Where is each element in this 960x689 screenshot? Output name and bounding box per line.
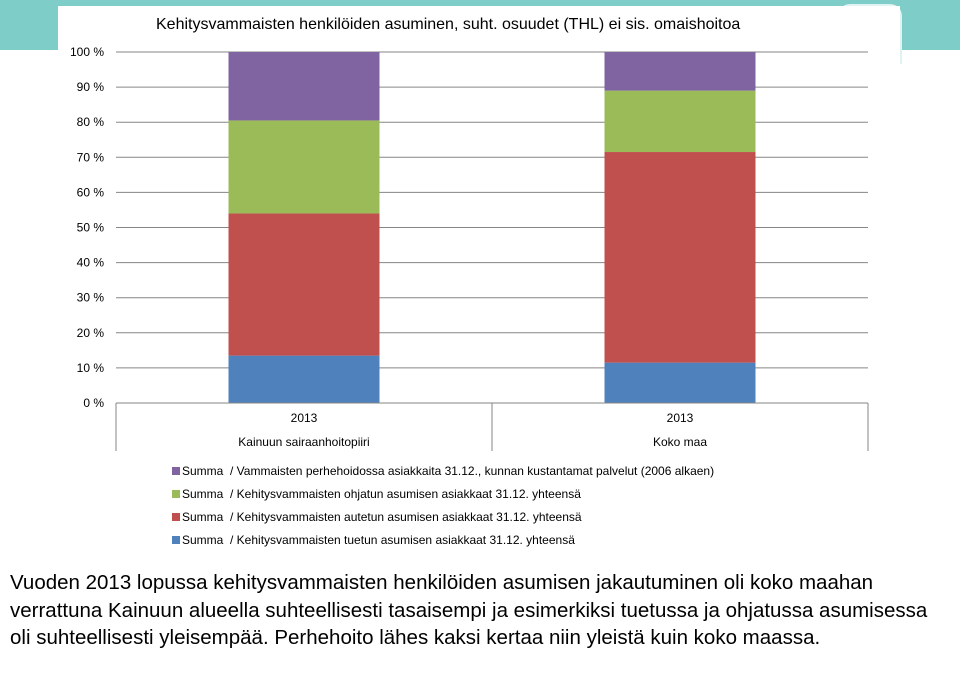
legend: Summa / Vammaisten perhehoidossa asiakka… (172, 459, 714, 551)
y-tick-label: 80 % (77, 115, 105, 129)
legend-swatch (172, 535, 180, 544)
chart-title: Kehitysvammaisten henkilöiden asuminen, … (156, 16, 741, 33)
axes: 0 % 10 % 20 % 30 % 40 % 50 % 60 % 70 % 80 % 90 % 1… (70, 45, 869, 451)
y-tick-label: 20 % (77, 326, 105, 340)
x-tick-year-label: 2013 (291, 411, 318, 425)
y-tick-label: 60 % (77, 185, 105, 199)
bar-segment (604, 52, 756, 91)
legend-swatch (172, 512, 180, 521)
legend-swatch (172, 489, 180, 498)
bars (228, 52, 756, 403)
legend-item: Summa / Kehitysvammaisten ohjatun asumis… (172, 482, 714, 505)
legend-label: Summa / Kehitysvammaisten autetun asumis… (182, 509, 582, 524)
legend-label: Summa / Kehitysvammaisten tuetun asumise… (182, 532, 575, 547)
bar-segment (228, 120, 380, 214)
y-tick-label: 0 % (83, 396, 104, 410)
y-tick-label: 50 % (77, 221, 105, 235)
y-tick-label: 30 % (77, 291, 105, 305)
y-tick-label: 90 % (77, 80, 105, 94)
bar-segment (604, 362, 756, 403)
x-tick-category-label: Kainuun sairaanhoitopiiri (238, 435, 369, 449)
bar-segment (228, 52, 380, 121)
x-tick-category-label: Koko maa (653, 435, 707, 449)
caption-text: Vuoden 2013 lopussa kehitysvammaisten he… (10, 571, 928, 649)
legend-item: Summa / Kehitysvammaisten tuetun asumise… (172, 528, 714, 551)
y-tick-label: 70 % (77, 150, 105, 164)
y-tick-label: 40 % (77, 256, 105, 270)
x-tick-year-label: 2013 (667, 411, 694, 425)
bar-segment (228, 213, 380, 356)
legend-item: Summa / Vammaisten perhehoidossa asiakka… (172, 459, 714, 482)
bar-segment (604, 152, 756, 363)
chart-panel (58, 6, 900, 551)
y-tick-label: 100 % (70, 45, 104, 59)
legend-label: Summa / Vammaisten perhehoidossa asiakka… (182, 463, 715, 478)
bar-segment (228, 355, 380, 403)
bar-segment (604, 90, 756, 153)
legend-swatch (172, 466, 180, 475)
legend-item: Summa / Kehitysvammaisten autetun asumis… (172, 505, 714, 528)
y-tick-label: 10 % (77, 361, 105, 375)
legend-label: Summa / Kehitysvammaisten ohjatun asumis… (182, 486, 581, 501)
